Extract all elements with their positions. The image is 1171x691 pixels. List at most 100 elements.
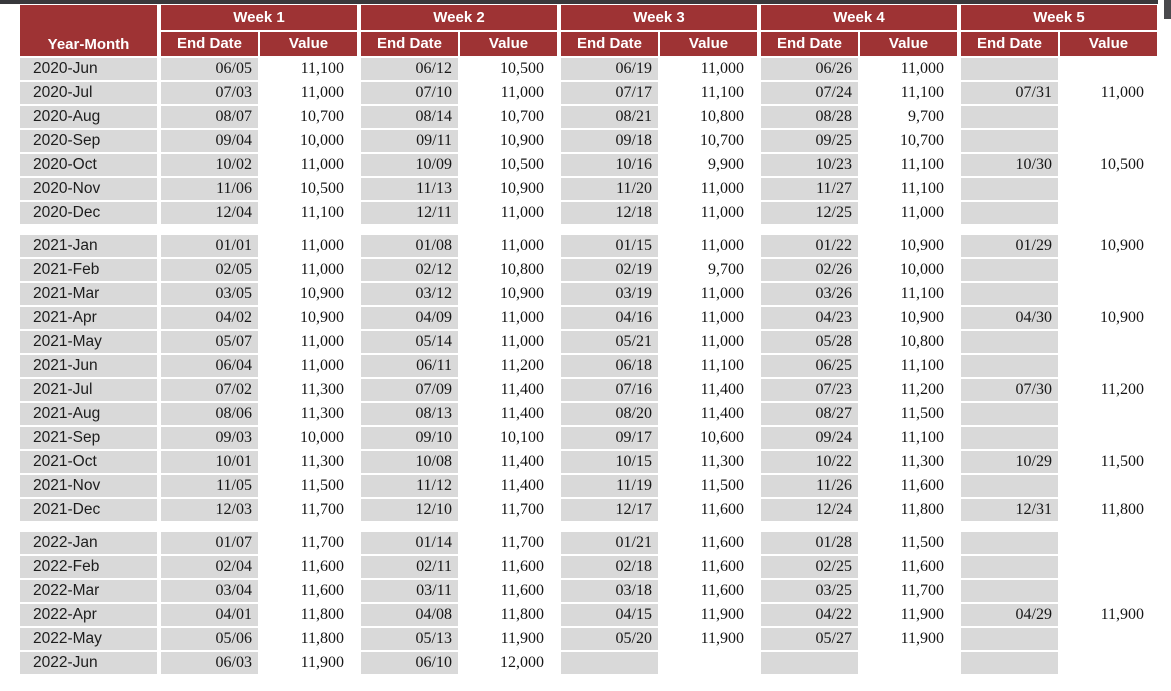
end-date-cell: 09/17 xyxy=(561,427,658,449)
end-date-cell: 07/23 xyxy=(761,379,858,401)
table-row: 2020-Aug 08/07 10,700 08/14 10,700 08/21 10,80… xyxy=(20,106,1157,128)
value-header: Value xyxy=(660,32,757,56)
value-cell: 11,100 xyxy=(260,202,357,224)
value-cell: 10,900 xyxy=(260,307,357,329)
value-cell: 11,700 xyxy=(860,580,957,602)
value-cell: 10,900 xyxy=(1060,307,1157,329)
value-cell: 11,700 xyxy=(260,499,357,521)
end-date-cell: 04/29 xyxy=(961,604,1058,626)
value-cell xyxy=(1060,331,1157,353)
end-date-cell xyxy=(961,475,1058,497)
end-date-cell: 02/25 xyxy=(761,556,858,578)
year-month-cell: 2021-Jan xyxy=(20,235,157,257)
year-month-cell: 2022-Apr xyxy=(20,604,157,626)
value-cell: 11,400 xyxy=(660,403,757,425)
table-row: 2020-Sep 09/04 10,000 09/11 10,900 09/18 10,70… xyxy=(20,130,1157,152)
end-date-cell: 07/24 xyxy=(761,82,858,104)
end-date-cell: 09/24 xyxy=(761,427,858,449)
value-cell: 10,500 xyxy=(460,154,557,176)
corner-header-label: Year-Month xyxy=(47,36,130,53)
end-date-cell: 06/26 xyxy=(761,58,858,80)
value-cell: 11,600 xyxy=(660,499,757,521)
end-date-cell xyxy=(961,58,1058,80)
end-date-cell: 06/12 xyxy=(361,58,458,80)
value-cell: 11,800 xyxy=(860,499,957,521)
end-date-cell: 10/23 xyxy=(761,154,858,176)
end-date-cell: 04/02 xyxy=(161,307,258,329)
value-header: Value xyxy=(260,32,357,56)
end-date-cell xyxy=(961,403,1058,425)
value-cell xyxy=(1060,283,1157,305)
end-date-cell xyxy=(961,580,1058,602)
year-month-cell: 2021-Aug xyxy=(20,403,157,425)
value-cell: 11,300 xyxy=(860,451,957,473)
end-date-cell: 11/27 xyxy=(761,178,858,200)
end-date-cell: 04/08 xyxy=(361,604,458,626)
table-row: 2021-Jul 07/02 11,300 07/09 11,400 07/16 11,40… xyxy=(20,379,1157,401)
end-date-cell: 05/07 xyxy=(161,331,258,353)
end-date-cell: 03/19 xyxy=(561,283,658,305)
top-toolbar-edge xyxy=(0,0,1158,4)
end-date-cell: 06/11 xyxy=(361,355,458,377)
value-cell: 10,800 xyxy=(660,106,757,128)
value-cell xyxy=(1060,532,1157,554)
value-cell: 11,900 xyxy=(660,628,757,650)
week-header: Week 3 xyxy=(561,5,757,30)
end-date-cell xyxy=(961,106,1058,128)
table-row: 2021-Mar 03/05 10,900 03/12 10,900 03/19 11,00… xyxy=(20,283,1157,305)
value-cell: 11,000 xyxy=(660,58,757,80)
end-date-cell: 09/11 xyxy=(361,130,458,152)
end-date-cell: 09/25 xyxy=(761,130,858,152)
value-cell: 11,000 xyxy=(860,202,957,224)
end-date-cell: 10/02 xyxy=(161,154,258,176)
end-date-cell: 06/18 xyxy=(561,355,658,377)
value-cell: 11,100 xyxy=(860,154,957,176)
end-date-header: End Date xyxy=(561,32,658,56)
value-cell xyxy=(1060,130,1157,152)
end-date-cell xyxy=(761,652,858,674)
value-cell xyxy=(1060,475,1157,497)
table-row: 2022-Apr 04/01 11,800 04/08 11,800 04/15 11,90… xyxy=(20,604,1157,626)
end-date-cell: 04/22 xyxy=(761,604,858,626)
corner-header-year-month: Year-Month xyxy=(20,5,157,56)
end-date-cell: 03/04 xyxy=(161,580,258,602)
table-row: 2022-Feb 02/04 11,600 02/11 11,600 02/18 11,60… xyxy=(20,556,1157,578)
end-date-cell: 07/03 xyxy=(161,82,258,104)
value-cell: 11,600 xyxy=(860,556,957,578)
week-header: Week 2 xyxy=(361,5,557,30)
end-date-cell xyxy=(961,130,1058,152)
end-date-cell: 01/28 xyxy=(761,532,858,554)
end-date-cell: 04/09 xyxy=(361,307,458,329)
value-cell: 10,800 xyxy=(860,331,957,353)
table-body: 2020-Jun 06/05 11,100 06/12 10,500 06/19 11,00… xyxy=(20,58,1157,674)
value-cell xyxy=(1060,580,1157,602)
value-cell: 10,700 xyxy=(260,106,357,128)
end-date-cell: 03/12 xyxy=(361,283,458,305)
end-date-cell: 11/19 xyxy=(561,475,658,497)
year-month-cell: 2020-Oct xyxy=(20,154,157,176)
value-cell: 11,300 xyxy=(260,451,357,473)
value-cell: 11,100 xyxy=(860,355,957,377)
end-date-cell: 12/18 xyxy=(561,202,658,224)
end-date-cell xyxy=(561,652,658,674)
year-month-cell: 2021-Jun xyxy=(20,355,157,377)
value-cell: 10,800 xyxy=(460,259,557,281)
value-cell: 11,500 xyxy=(660,475,757,497)
end-date-cell: 08/20 xyxy=(561,403,658,425)
year-month-cell: 2021-Dec xyxy=(20,499,157,521)
end-date-cell xyxy=(961,331,1058,353)
end-date-cell xyxy=(961,427,1058,449)
year-month-cell: 2020-Nov xyxy=(20,178,157,200)
end-date-cell: 06/19 xyxy=(561,58,658,80)
value-cell: 11,500 xyxy=(860,403,957,425)
value-cell: 9,700 xyxy=(860,106,957,128)
scrollbar-thumb[interactable] xyxy=(1164,0,1171,19)
end-date-cell: 12/11 xyxy=(361,202,458,224)
end-date-header: End Date xyxy=(961,32,1058,56)
table-row: 2020-Jul 07/03 11,000 07/10 11,000 07/17 11,10… xyxy=(20,82,1157,104)
value-cell: 11,800 xyxy=(260,628,357,650)
end-date-cell: 07/16 xyxy=(561,379,658,401)
end-date-cell: 01/15 xyxy=(561,235,658,257)
value-cell: 11,900 xyxy=(860,628,957,650)
value-cell: 11,900 xyxy=(460,628,557,650)
